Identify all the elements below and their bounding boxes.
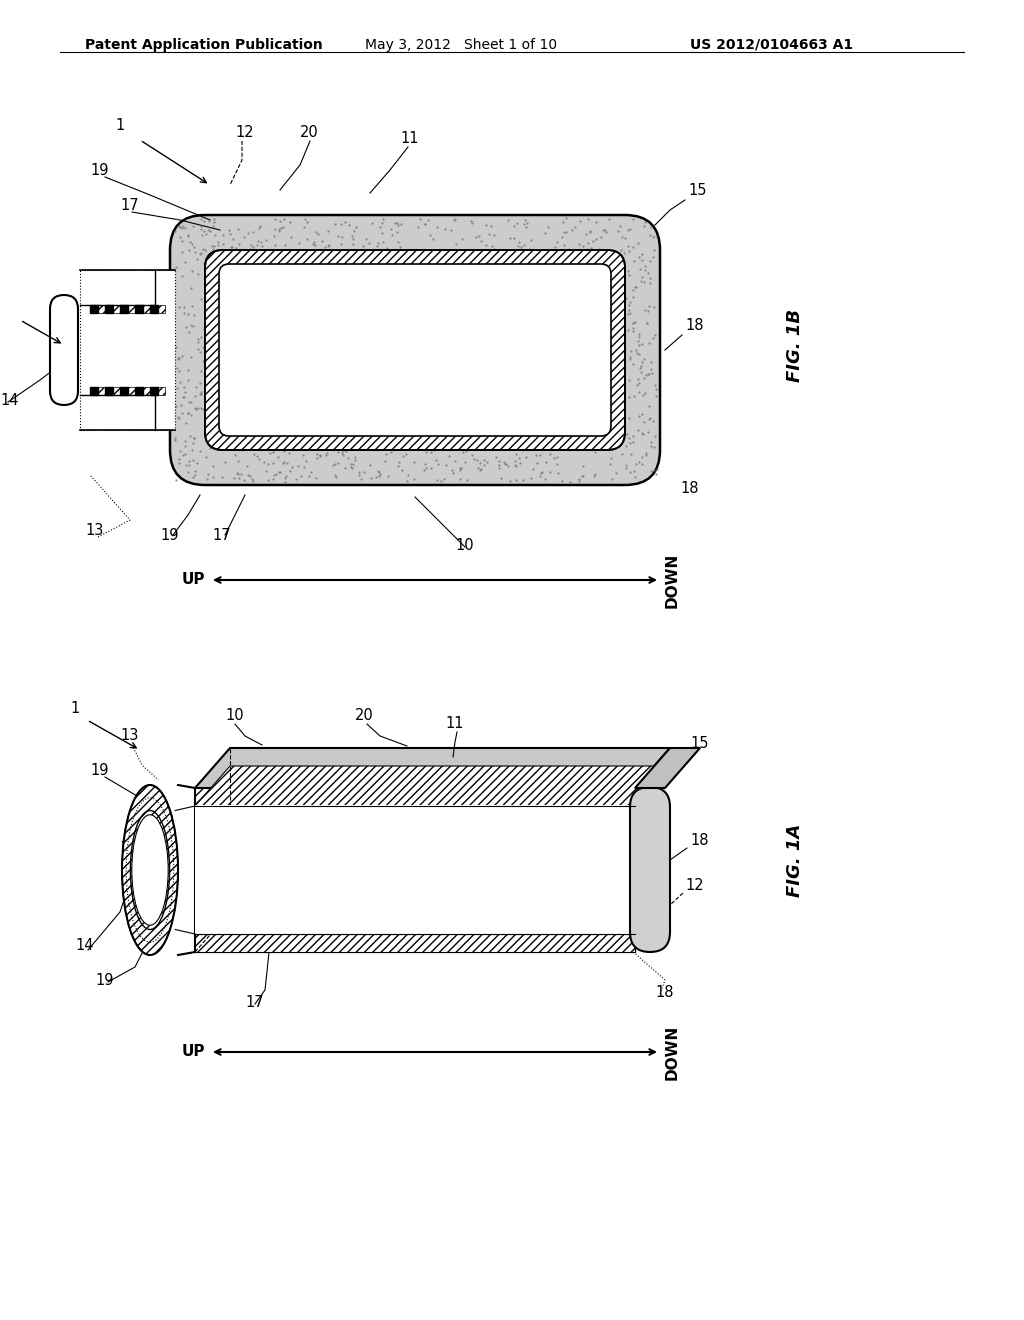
Bar: [195, 935, 635, 952]
Text: 17: 17: [245, 995, 263, 1010]
Text: Patent Application Publication: Patent Application Publication: [85, 38, 323, 51]
Text: UP: UP: [181, 1044, 205, 1060]
Polygon shape: [195, 748, 670, 788]
Text: 17: 17: [212, 528, 230, 543]
Bar: [195, 788, 635, 807]
Text: 17: 17: [120, 198, 138, 213]
Text: DOWN: DOWN: [665, 1024, 680, 1080]
Text: DOWN: DOWN: [665, 552, 680, 607]
Bar: [195, 935, 635, 952]
Text: UP: UP: [181, 573, 205, 587]
Polygon shape: [195, 766, 670, 807]
Text: 12: 12: [685, 878, 703, 894]
Ellipse shape: [132, 814, 168, 925]
Polygon shape: [120, 387, 128, 395]
Text: 18: 18: [680, 480, 698, 496]
Text: May 3, 2012   Sheet 1 of 10: May 3, 2012 Sheet 1 of 10: [365, 38, 557, 51]
Text: 20: 20: [300, 125, 318, 140]
Text: 11: 11: [400, 131, 419, 147]
FancyBboxPatch shape: [205, 249, 625, 450]
Polygon shape: [120, 305, 128, 313]
Polygon shape: [150, 305, 158, 313]
FancyBboxPatch shape: [50, 294, 78, 405]
Text: 17: 17: [335, 822, 353, 838]
Text: 14: 14: [75, 939, 93, 953]
Text: 13: 13: [120, 729, 138, 743]
Bar: [90, 387, 165, 395]
Text: 10: 10: [225, 708, 244, 723]
Text: 12: 12: [234, 125, 254, 140]
Text: 19: 19: [95, 973, 114, 987]
Text: 15: 15: [688, 183, 707, 198]
Bar: [195, 788, 635, 807]
Text: 19: 19: [90, 763, 109, 777]
Polygon shape: [105, 305, 113, 313]
Polygon shape: [635, 748, 700, 788]
Text: 10: 10: [455, 539, 474, 553]
Text: FIG. 1B: FIG. 1B: [786, 309, 804, 381]
Text: 18: 18: [685, 318, 703, 333]
Text: 1: 1: [70, 701, 79, 715]
Text: FIG. 1A: FIG. 1A: [786, 824, 804, 896]
Text: 18: 18: [690, 833, 709, 847]
Text: 14: 14: [0, 393, 18, 408]
Ellipse shape: [122, 785, 178, 954]
Polygon shape: [105, 387, 113, 395]
Polygon shape: [90, 387, 97, 395]
Polygon shape: [90, 305, 97, 313]
Text: US 2012/0104663 A1: US 2012/0104663 A1: [690, 38, 853, 51]
Ellipse shape: [130, 810, 170, 929]
Polygon shape: [150, 387, 158, 395]
Text: 16: 16: [475, 374, 494, 388]
Text: 16: 16: [385, 869, 403, 883]
Polygon shape: [135, 305, 142, 313]
Text: 19: 19: [90, 162, 109, 178]
Text: 13: 13: [85, 523, 103, 539]
Text: 19: 19: [160, 528, 178, 543]
Text: 1: 1: [115, 117, 124, 133]
Polygon shape: [195, 788, 635, 952]
Text: 18: 18: [655, 985, 674, 1001]
Bar: [80, 271, 175, 430]
FancyBboxPatch shape: [630, 787, 670, 952]
Text: 11: 11: [445, 715, 464, 731]
Bar: [195, 805, 635, 935]
Text: 20: 20: [355, 708, 374, 723]
FancyBboxPatch shape: [170, 215, 660, 484]
FancyBboxPatch shape: [219, 264, 611, 436]
Polygon shape: [135, 387, 142, 395]
Bar: [90, 305, 165, 313]
Text: 15: 15: [690, 737, 709, 751]
